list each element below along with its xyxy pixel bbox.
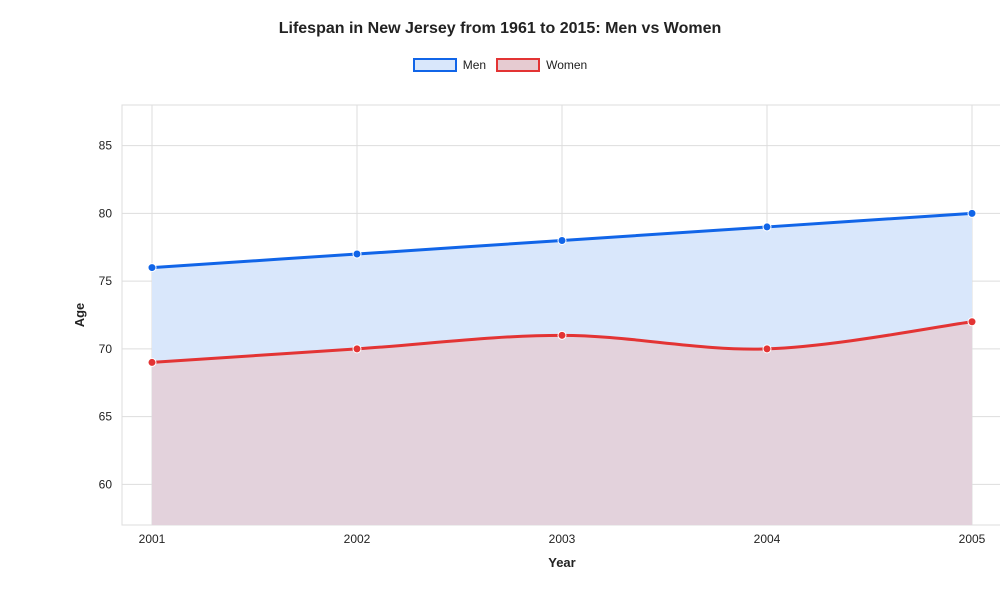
legend-label-women: Women [546,58,587,72]
plot-svg: 60 65 70 75 80 85 2001 2002 2003 2004 2005 Year Age [72,100,1000,580]
chart-container: Lifespan in New Jersey from 1961 to 2015… [0,0,1000,600]
legend-label-men: Men [463,58,486,72]
series-marker [968,209,976,217]
legend-swatch-women [496,58,540,72]
x-tick-label: 2003 [549,532,576,546]
legend-item-women: Women [496,58,587,72]
series-marker [558,236,566,244]
x-tick-label: 2005 [959,532,986,546]
y-tick-label: 60 [99,477,113,491]
series-marker [148,264,156,272]
series-marker [353,250,361,258]
series-marker [968,318,976,326]
y-axis-title: Age [72,303,87,328]
series-marker [353,345,361,353]
x-axis-title: Year [548,555,575,570]
plot-area: 60657075808520012002200320042005YearAge [72,100,952,520]
y-tick-label: 65 [99,410,113,424]
y-tick-label: 85 [99,139,113,153]
chart-title: Lifespan in New Jersey from 1961 to 2015… [0,20,1000,38]
x-tick-label: 2004 [754,532,781,546]
y-tick-label: 80 [99,206,113,220]
x-tick-label: 2002 [344,532,371,546]
y-tick-label: 70 [99,342,113,356]
series-marker [763,345,771,353]
legend-swatch-men [413,58,457,72]
series-marker [558,331,566,339]
legend: Men Women [0,58,1000,72]
series-marker [148,358,156,366]
y-tick-label: 75 [99,274,113,288]
x-tick-label: 2001 [139,532,166,546]
legend-item-men: Men [413,58,486,72]
series-marker [763,223,771,231]
